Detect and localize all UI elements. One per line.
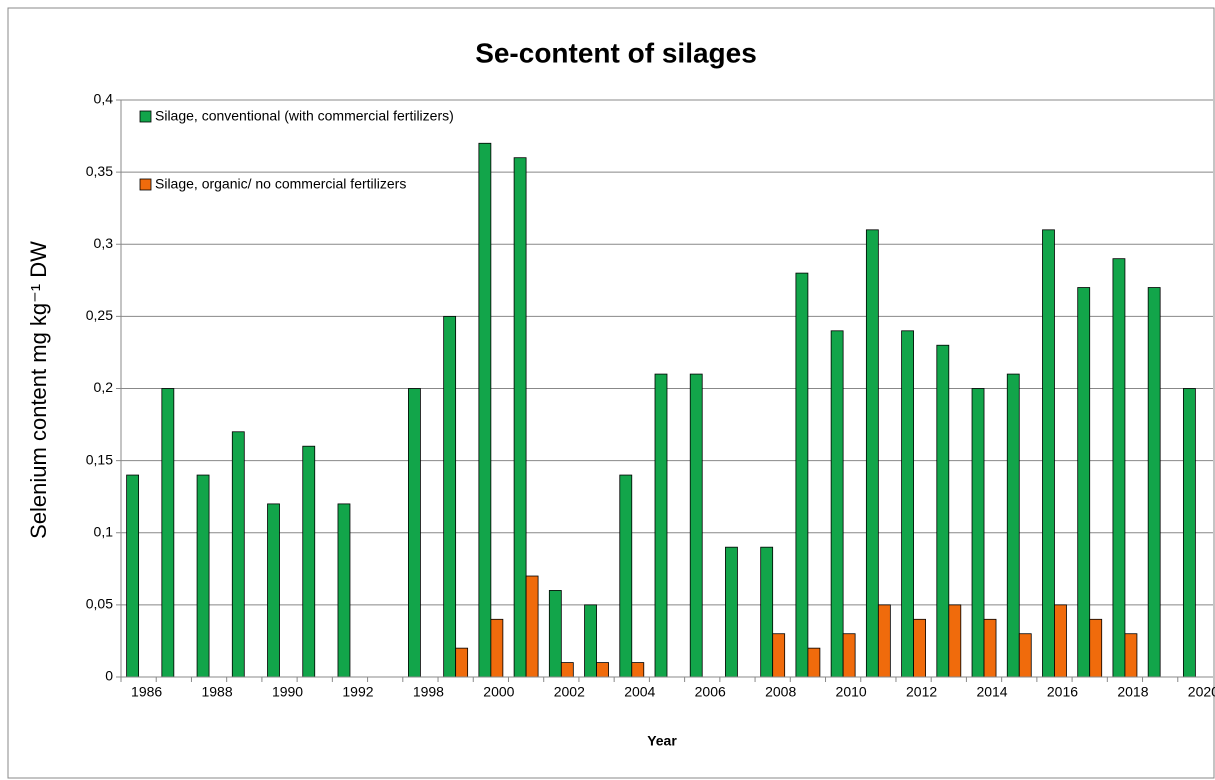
- x-tick-label: 2010: [836, 684, 867, 700]
- bar: [654, 373, 668, 678]
- bar: [772, 633, 786, 678]
- bar: [267, 503, 280, 678]
- bar: [1006, 373, 1020, 678]
- bar: [619, 474, 633, 678]
- bar: [842, 633, 856, 678]
- bar: [877, 604, 891, 678]
- bar: [807, 647, 821, 678]
- x-tick-label: 2000: [483, 684, 514, 700]
- x-tick-label: 1998: [413, 684, 444, 700]
- x-tick-label: 2020: [1188, 684, 1215, 700]
- bar: [760, 546, 774, 678]
- x-tick-label: 2004: [624, 684, 655, 700]
- x-axis-title: Year: [647, 733, 677, 749]
- bar: [1054, 604, 1067, 678]
- bar: [126, 474, 140, 678]
- bar: [584, 604, 597, 678]
- chart-title: Se-content of silages: [475, 37, 757, 68]
- x-tick-label: 1990: [272, 684, 303, 700]
- bar: [596, 662, 609, 678]
- bar: [725, 546, 738, 678]
- bar: [196, 474, 210, 678]
- x-tick-label: 2006: [695, 684, 726, 700]
- y-tick-label: 0,25: [86, 307, 113, 323]
- bar: [948, 604, 962, 678]
- bar: [1147, 287, 1161, 678]
- bar: [901, 330, 914, 678]
- x-tick-label: 2008: [765, 684, 796, 700]
- bar: [631, 662, 645, 678]
- bar: [913, 618, 926, 678]
- bar: [443, 315, 457, 678]
- bar: [689, 373, 703, 678]
- y-tick-label: 0,2: [94, 379, 114, 395]
- bar: [548, 590, 562, 678]
- legend-swatch: [139, 110, 152, 123]
- bar: [795, 272, 809, 678]
- bar: [1077, 287, 1091, 678]
- bar: [1089, 618, 1103, 678]
- legend-label: Silage, organic/ no commercial fertilize…: [155, 176, 406, 192]
- bar: [490, 618, 504, 678]
- bar: [408, 388, 421, 678]
- bar: [983, 618, 997, 678]
- bar: [1182, 388, 1196, 678]
- bar: [525, 575, 539, 678]
- y-tick-label: 0,35: [86, 163, 113, 179]
- x-tick-label: 1986: [131, 684, 162, 700]
- x-tick-label: 2012: [906, 684, 937, 700]
- bar: [1124, 633, 1138, 678]
- bar: [560, 662, 574, 678]
- x-tick-label: 2016: [1047, 684, 1078, 700]
- bar: [936, 344, 950, 678]
- x-tick-label: 2002: [554, 684, 585, 700]
- x-tick-label: 1992: [342, 684, 373, 700]
- y-tick-label: 0,1: [94, 523, 114, 539]
- bar: [513, 157, 527, 678]
- bar: [161, 388, 175, 678]
- legend-swatch: [139, 178, 152, 191]
- bar: [1042, 229, 1055, 678]
- x-tick-label: 1988: [201, 684, 232, 700]
- legend-label: Silage, conventional (with commercial fe…: [155, 108, 454, 124]
- bar: [302, 445, 316, 678]
- bar: [1112, 258, 1126, 678]
- bar: [1018, 633, 1032, 678]
- bar: [830, 330, 844, 678]
- x-tick-label: 2018: [1117, 684, 1148, 700]
- y-axis-title: Selenium content mg kg⁻¹ DW: [26, 241, 51, 539]
- bar: [231, 431, 245, 678]
- x-tick-label: 2014: [976, 684, 1007, 700]
- bar: [337, 503, 351, 678]
- y-tick-label: 0,3: [94, 235, 114, 251]
- y-tick-label: 0,4: [94, 91, 114, 107]
- y-tick-label: 0,15: [86, 451, 113, 467]
- bar: [478, 142, 492, 678]
- y-tick-label: 0: [105, 668, 113, 684]
- bar: [971, 388, 985, 678]
- bar: [455, 647, 469, 678]
- y-tick-label: 0,05: [86, 596, 113, 612]
- bar: [865, 229, 879, 678]
